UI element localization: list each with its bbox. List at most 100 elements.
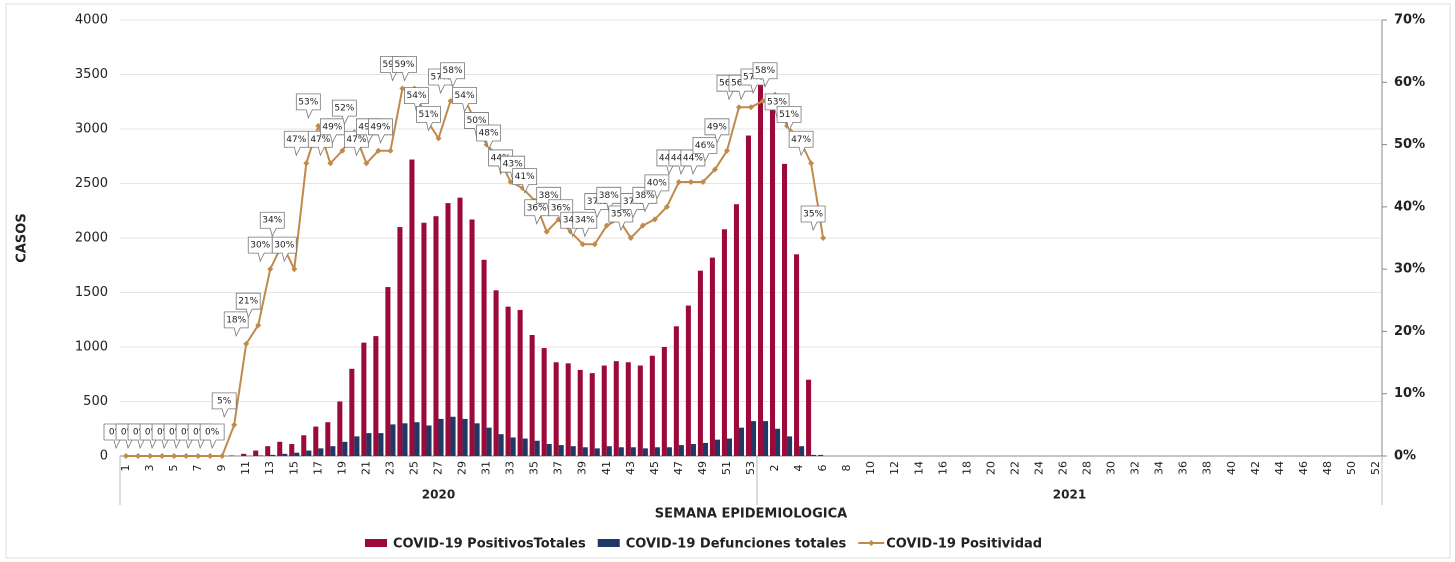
bar xyxy=(282,453,288,456)
data-label: 47% xyxy=(346,135,366,145)
line-marker xyxy=(291,266,298,273)
callout-box xyxy=(512,168,538,194)
line-marker xyxy=(435,135,442,142)
x-tick-label: 51 xyxy=(720,461,733,475)
data-label: 46% xyxy=(695,141,715,151)
y2-tick-label: 50% xyxy=(1394,137,1425,152)
line-marker xyxy=(723,147,730,154)
bar xyxy=(414,422,420,456)
bar xyxy=(763,421,769,456)
data-label: 58% xyxy=(755,66,775,76)
data-label: 43% xyxy=(503,160,523,170)
line-marker xyxy=(135,453,142,459)
group-label: 2020 xyxy=(422,488,455,502)
bar xyxy=(782,163,788,456)
x-tick-label: 11 xyxy=(239,461,252,475)
x-tick-label: 32 xyxy=(1129,461,1142,475)
bar xyxy=(751,421,757,456)
data-label: 53% xyxy=(298,97,318,107)
bar xyxy=(366,433,372,456)
bar xyxy=(426,425,432,456)
callout-box xyxy=(416,105,441,132)
legend-marker xyxy=(868,540,875,546)
line-marker xyxy=(327,160,334,167)
line-marker xyxy=(579,241,586,248)
line-marker xyxy=(699,178,706,185)
bar xyxy=(570,446,576,456)
y2-tick-label: 10% xyxy=(1394,386,1425,401)
callout-box xyxy=(295,93,321,120)
bar xyxy=(390,424,396,456)
callout-box xyxy=(259,211,285,238)
callout-box xyxy=(776,105,802,132)
x-tick-label: 38 xyxy=(1201,461,1214,475)
x-tick-label: 3 xyxy=(143,465,156,472)
bar xyxy=(666,447,672,456)
callout-box xyxy=(440,62,465,88)
x-tick-label: 36 xyxy=(1177,461,1190,475)
bar xyxy=(757,74,764,456)
bar xyxy=(654,447,660,456)
bar xyxy=(438,418,444,456)
callout-box xyxy=(331,99,357,126)
x-tick-label: 25 xyxy=(407,461,420,475)
x-tick-label: 33 xyxy=(504,461,517,475)
x-tick-label: 45 xyxy=(648,461,661,475)
bar xyxy=(498,434,504,456)
x-tick-label: 50 xyxy=(1345,461,1358,475)
bar xyxy=(678,445,684,456)
x-tick-label: 34 xyxy=(1153,461,1166,475)
x-tick-label: 18 xyxy=(960,461,973,475)
bar xyxy=(661,347,667,456)
line-marker xyxy=(375,147,382,154)
data-label: 38% xyxy=(539,191,559,201)
x-tick-label: 17 xyxy=(311,461,324,475)
group-label: 2021 xyxy=(1053,488,1086,502)
bar xyxy=(582,447,588,456)
bar xyxy=(313,426,319,456)
callout-box xyxy=(368,118,393,144)
bar xyxy=(337,401,343,456)
data-label: 44% xyxy=(683,153,703,163)
line-marker xyxy=(711,166,718,173)
y-tick-label: 3500 xyxy=(75,67,108,82)
bar xyxy=(522,438,528,456)
x-tick-label: 30 xyxy=(1105,461,1118,475)
bar xyxy=(229,455,235,456)
bar xyxy=(529,335,535,456)
bar xyxy=(253,450,259,456)
bar xyxy=(794,254,800,456)
y-tick-label: 2500 xyxy=(75,176,108,191)
line-marker xyxy=(748,104,754,111)
line-marker xyxy=(231,421,238,428)
x-tick-label: 4 xyxy=(792,465,805,472)
bar xyxy=(589,373,595,456)
line-marker xyxy=(591,241,598,248)
bar xyxy=(318,448,324,456)
frame xyxy=(5,3,1451,559)
bar xyxy=(721,229,727,456)
bar xyxy=(469,219,475,456)
data-label: 53% xyxy=(767,97,787,107)
y-tick-label: 500 xyxy=(83,394,108,409)
bar xyxy=(799,446,805,456)
line-marker xyxy=(183,453,190,459)
data-label: 34% xyxy=(575,216,595,226)
line-marker xyxy=(339,147,346,154)
bar xyxy=(373,336,379,456)
bar xyxy=(630,447,636,456)
line-marker xyxy=(687,178,694,185)
data-label: 47% xyxy=(286,135,306,145)
bar xyxy=(787,436,793,456)
x-tick-label: 43 xyxy=(624,461,637,475)
callout-box xyxy=(235,292,261,319)
x-tick-label: 27 xyxy=(432,461,445,475)
line-marker xyxy=(303,160,310,167)
x-tick-label: 53 xyxy=(744,461,757,475)
bar xyxy=(517,309,523,456)
bar xyxy=(625,362,631,456)
bar xyxy=(726,438,733,456)
data-label: 40% xyxy=(647,178,667,188)
bar xyxy=(342,441,348,456)
